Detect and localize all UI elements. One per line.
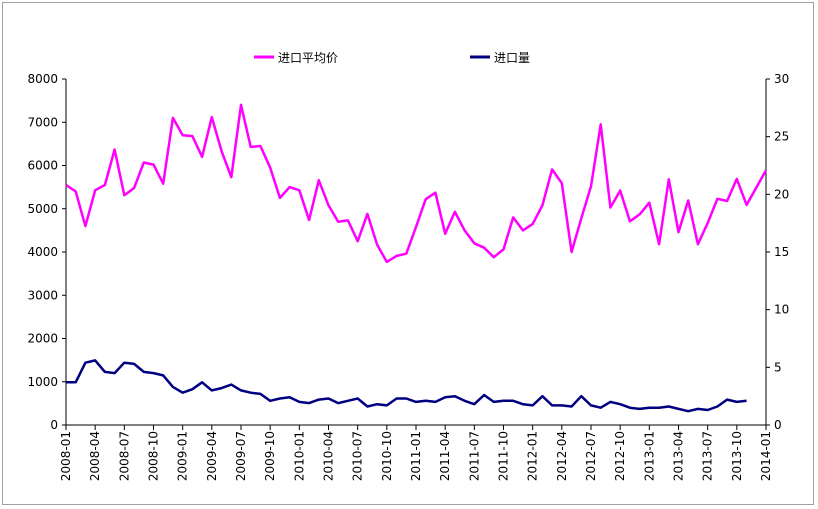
x-tick-label: 2012-01 xyxy=(526,431,540,481)
x-tick-label: 2011-01 xyxy=(409,431,423,481)
y-left-tick-label: 2000 xyxy=(27,332,58,346)
y-right-tick-label: 10 xyxy=(774,303,789,317)
y-left-tick-label: 8000 xyxy=(27,72,58,86)
x-tick-label: 2012-07 xyxy=(584,431,598,481)
x-tick-label: 2009-04 xyxy=(205,431,219,481)
x-tick-label: 2010-04 xyxy=(322,431,336,481)
x-tick-label: 2013-10 xyxy=(730,431,744,481)
y-left-tick-label: 7000 xyxy=(27,115,58,129)
y-right-tick-label: 25 xyxy=(774,130,789,144)
x-tick-label: 2013-01 xyxy=(642,431,656,481)
x-tick-label: 2008-07 xyxy=(117,431,131,481)
x-tick-label: 2013-04 xyxy=(672,431,686,481)
x-tick-label: 2011-04 xyxy=(438,431,452,481)
axes: 0 1000 2000 3000 4000 5000 6000 7000 8000 0 5 10 15 2… xyxy=(27,72,789,481)
x-tick-label: 2011-07 xyxy=(467,431,481,481)
legend: 进口平均价 进口量 xyxy=(254,51,530,65)
y-left-tick-label: 4000 xyxy=(27,245,58,259)
x-tick-label: 2009-01 xyxy=(176,431,190,481)
x-tick-label: 2009-07 xyxy=(234,431,248,481)
x-tick-label: 2010-07 xyxy=(351,431,365,481)
x-tick-label: 2011-10 xyxy=(497,431,511,481)
series-line-volume xyxy=(66,359,747,413)
y-left-tick-label: 6000 xyxy=(27,159,58,173)
series-lines xyxy=(65,103,768,413)
y-left-tick-label: 1000 xyxy=(27,375,58,389)
y-right-tick-label: 5 xyxy=(774,360,782,374)
legend-label-price: 进口平均价 xyxy=(278,51,338,65)
x-tick-label: 2009-10 xyxy=(263,431,277,481)
x-tick-label: 2008-04 xyxy=(88,431,102,481)
x-tick-label: 2013-07 xyxy=(701,431,715,481)
x-tick-label: 2012-10 xyxy=(613,431,627,481)
x-tick-label: 2010-01 xyxy=(292,431,306,481)
x-tick-label: 2014-01 xyxy=(759,431,773,481)
y-left-tick-label: 0 xyxy=(50,418,58,432)
series-line-price xyxy=(65,103,768,264)
x-tick-label: 2008-10 xyxy=(147,431,161,481)
legend-label-volume: 进口量 xyxy=(494,51,530,65)
y-left-tick-label: 3000 xyxy=(27,288,58,302)
y-right-tick-label: 0 xyxy=(774,418,782,432)
y-right-tick-label: 30 xyxy=(774,72,789,86)
y-right-tick-label: 15 xyxy=(774,245,789,259)
y-right-tick-label: 20 xyxy=(774,187,789,201)
x-tick-label: 2010-10 xyxy=(380,431,394,481)
x-tick-label: 2008-01 xyxy=(59,431,73,481)
y-left-tick-label: 5000 xyxy=(27,202,58,216)
x-tick-label: 2012-04 xyxy=(555,431,569,481)
